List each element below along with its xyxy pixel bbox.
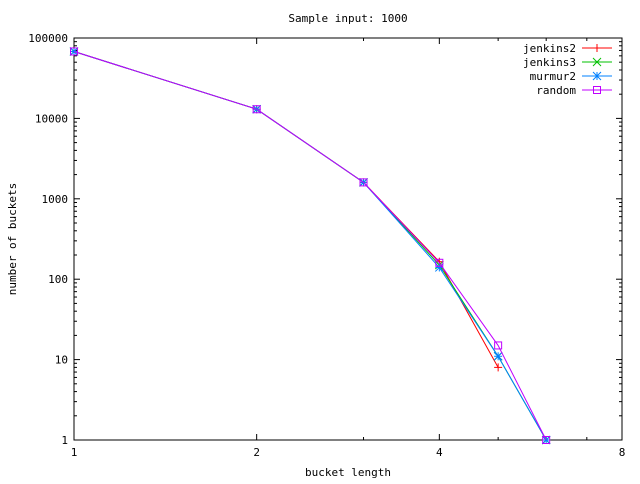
data-point-random [252,105,261,114]
data-point-random [70,47,78,56]
x-tick-label: 2 [253,446,260,459]
legend-item-random: random [536,84,612,97]
legend-label: jenkins2 [523,42,576,55]
legend-item-jenkins3: jenkins3 [523,56,612,69]
data-point-random [435,258,444,267]
series-layer [69,47,551,445]
data-point-random [494,341,503,350]
data-point-murmur2 [69,47,79,56]
data-point-jenkins2 [494,363,503,372]
x-axis-ticks: 1 2 4 8 [71,38,626,459]
y-tick-label: 10000 [35,112,68,125]
y-tick-label: 100 [48,273,68,286]
y-tick-label: 100000 [28,32,68,45]
legend-label: random [536,84,576,97]
x-tick-label: 8 [619,446,626,459]
legend-item-jenkins2: jenkins2 [523,42,612,55]
y-tick-label: 1 [61,434,68,447]
plot-border [73,37,623,441]
legend-marker [593,44,601,52]
x-tick-label: 1 [71,446,78,459]
data-point-random [359,178,368,187]
y-tick-label: 10 [55,354,68,367]
data-point-random [542,436,551,444]
x-tick-label: 4 [436,446,443,459]
data-point-murmur2 [493,351,503,361]
y-axis-ticks: 1 10 100 1000 10000 100000 [28,32,622,447]
y-axis-label: number of buckets [6,183,19,296]
legend-label: jenkins3 [523,56,576,69]
x-axis-label: bucket length [305,466,391,479]
chart-title: Sample input: 1000 [288,12,407,25]
legend-label: murmur2 [530,70,576,83]
legend-marker [593,86,601,94]
legend-marker [592,71,602,81]
y-tick-label: 1000 [42,193,69,206]
legend-marker [592,57,602,67]
series-line-random [73,51,547,441]
legend-item-murmur2: murmur2 [530,70,612,83]
series-random [70,47,551,444]
